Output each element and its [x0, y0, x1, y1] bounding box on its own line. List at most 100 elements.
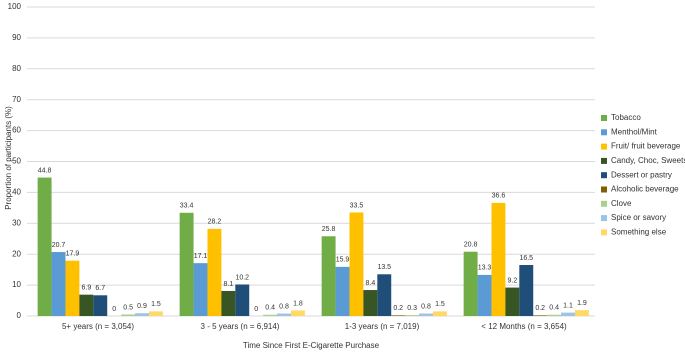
data-label: 0.5	[123, 304, 133, 311]
bar	[277, 313, 291, 316]
x-tick-label: 1-3 years (n = 7,019)	[345, 322, 420, 331]
bar	[290, 310, 305, 316]
data-label: 0	[112, 306, 116, 313]
data-label: 0.2	[535, 305, 545, 312]
legend-swatch	[601, 172, 607, 179]
bar	[335, 266, 350, 316]
data-label: 33.4	[180, 203, 194, 210]
bar	[477, 274, 492, 316]
data-label: 6.7	[95, 285, 105, 292]
y-tick-label: 70	[12, 95, 21, 104]
legend-swatch	[601, 115, 607, 121]
y-tick-label: 40	[12, 188, 21, 197]
data-label: 0.3	[407, 305, 417, 312]
legend-swatch	[601, 200, 607, 207]
bar	[363, 290, 378, 316]
data-label: 1.9	[577, 300, 587, 307]
data-label: 17.9	[66, 251, 80, 258]
bar	[519, 265, 534, 316]
legend-swatch	[601, 129, 607, 136]
bar	[561, 312, 575, 316]
y-tick-label: 30	[12, 218, 21, 227]
y-tick-label: 80	[12, 64, 21, 73]
bar	[547, 314, 562, 316]
legend-label: Something else	[611, 228, 667, 237]
bar	[121, 314, 136, 316]
bar	[51, 252, 66, 316]
bar	[65, 260, 80, 316]
bar	[193, 263, 208, 316]
bar	[391, 315, 406, 316]
y-tick-label: 100	[8, 2, 22, 11]
data-label: 8.4	[365, 280, 375, 287]
bar	[135, 313, 149, 316]
bar	[321, 236, 336, 316]
data-label: 13.5	[377, 264, 391, 271]
data-label: 8.1	[223, 281, 233, 288]
legend-swatch	[601, 229, 607, 236]
bar	[533, 315, 548, 316]
bar	[574, 310, 589, 316]
x-tick-label: 3 - 5 years (n = 6,914)	[201, 322, 280, 331]
bar	[377, 274, 392, 316]
data-label: 25.8	[322, 226, 336, 233]
data-label: 1.8	[293, 300, 303, 307]
y-tick-label: 20	[12, 249, 21, 258]
y-tick-label: 10	[12, 280, 21, 289]
x-axis-title: Time Since First E-Cigarette Purchase	[243, 341, 380, 350]
bar	[419, 313, 433, 316]
bar	[235, 284, 250, 316]
legend-swatch	[601, 215, 607, 222]
data-label: 1.5	[151, 301, 161, 308]
legend-label: Fruit/ fruit beverage	[611, 142, 681, 151]
data-label: 0	[254, 306, 258, 313]
data-label: 20.8	[464, 242, 478, 249]
data-label: 28.2	[208, 219, 222, 226]
bar	[148, 311, 163, 316]
data-label: 0.9	[137, 303, 147, 310]
data-label: 17.1	[194, 253, 208, 260]
legend-label: Menthol/Mint	[611, 127, 658, 136]
legend-label: Spice or savory	[611, 213, 666, 222]
legend-label: Alcoholic beverage	[611, 185, 679, 194]
data-label: 0.8	[421, 303, 431, 310]
legend-label: Tobacco	[611, 113, 641, 122]
bar	[505, 287, 520, 316]
legend-label: Clove	[611, 199, 632, 208]
y-tick-label: 0	[17, 311, 22, 320]
y-tick-label: 50	[12, 157, 21, 166]
bar	[37, 177, 52, 316]
data-label: 10.2	[235, 274, 249, 281]
legend-label: Dessert or pastry	[611, 170, 672, 179]
data-label: 6.9	[81, 285, 91, 292]
data-label: 1.5	[435, 301, 445, 308]
bar	[491, 202, 506, 316]
y-tick-label: 60	[12, 126, 21, 135]
data-label: 15.9	[336, 257, 350, 264]
data-label: 33.5	[350, 202, 364, 209]
y-axis-title: Proportion of participants (%)	[4, 106, 13, 210]
data-label: 0.2	[393, 305, 403, 312]
legend-label: Candy, Choc, Sweets	[611, 156, 685, 165]
bar	[349, 212, 364, 316]
legend-swatch	[601, 143, 607, 150]
x-tick-label: < 12 Months (n = 3,654)	[481, 322, 567, 331]
bar	[221, 290, 236, 316]
bar	[93, 295, 108, 316]
y-tick-label: 90	[12, 33, 21, 42]
data-label: 13.3	[478, 265, 492, 272]
legend-swatch	[601, 186, 607, 193]
x-tick-label: 5+ years (n = 3,054)	[62, 322, 134, 331]
bar	[432, 311, 447, 316]
bar	[207, 228, 222, 316]
bar	[179, 212, 194, 316]
data-label: 0.8	[279, 303, 289, 310]
data-label: 0.4	[549, 305, 559, 312]
data-label: 16.5	[519, 255, 533, 262]
data-label: 20.7	[52, 242, 66, 249]
data-label: 36.6	[492, 193, 506, 200]
bar	[79, 294, 94, 316]
data-label: 1.1	[563, 302, 573, 309]
data-label: 0.4	[265, 305, 275, 312]
